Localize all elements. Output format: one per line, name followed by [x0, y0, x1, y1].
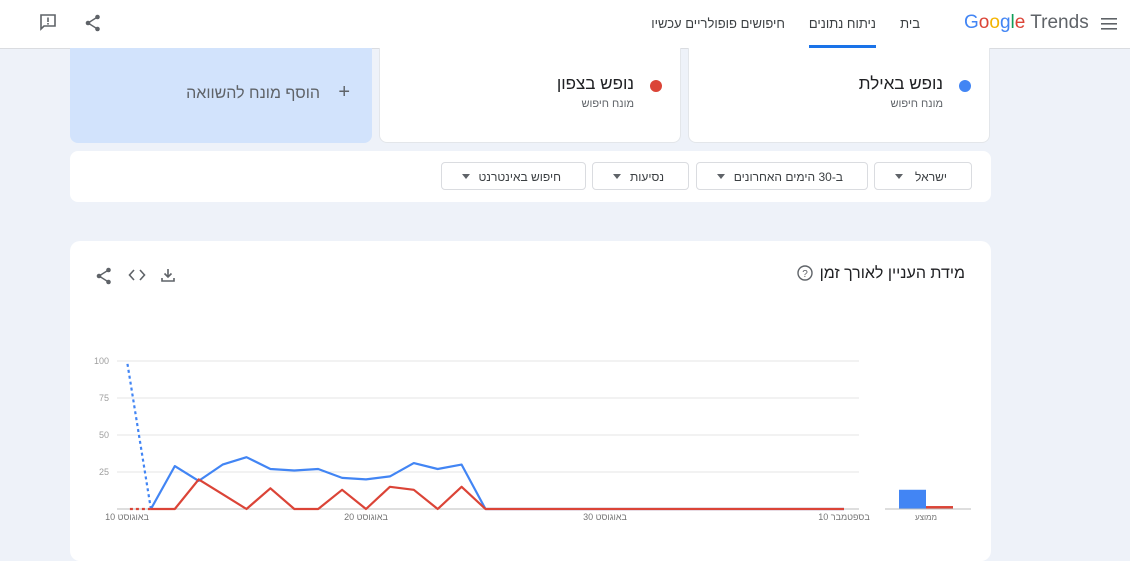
- top-app-bar: Google Trends בית ניתוח נתונים חיפושים פ…: [0, 0, 1130, 49]
- term-type: מונח חיפוש: [890, 98, 943, 110]
- term-color-dot: [959, 80, 971, 92]
- embed-icon[interactable]: [128, 267, 146, 285]
- dropdown-arrow-icon: [717, 174, 725, 179]
- menu-icon[interactable]: [1097, 12, 1121, 36]
- share-icon[interactable]: [81, 11, 105, 35]
- interest-over-time-card: מידת העניין לאורך זמן ? 25 50 75 100 10 באוג…: [70, 241, 991, 561]
- average-bar-1: [899, 489, 926, 509]
- svg-text:?: ?: [802, 269, 808, 280]
- share-icon[interactable]: [96, 267, 114, 285]
- chart-title: מידת העניין לאורך זמן: [819, 265, 965, 282]
- tab-explore-label: ניתוח נתונים: [808, 16, 876, 31]
- tab-explore[interactable]: ניתוח נתונים: [808, 0, 877, 48]
- term-type: מונח חיפוש: [581, 98, 634, 110]
- series-line-2: [150, 478, 844, 511]
- logo-trends: Trends: [1030, 12, 1089, 33]
- filter-bar: ישראל ב-30 הימים האחרונים נסיעות חיפוש ב…: [70, 151, 991, 202]
- add-compare-button[interactable]: + הוסף מונח להשוואה: [70, 48, 372, 143]
- x-tick-label: 10 באוגוסט: [105, 512, 149, 522]
- y-tick-label: 100: [94, 356, 109, 366]
- logo-google: Google: [964, 12, 1026, 33]
- average-bar-2: [926, 506, 953, 509]
- x-tick-label: 10 בספטמבר: [818, 512, 870, 522]
- series-partial-line-1: [125, 360, 152, 510]
- filter-category-label: נסיעות: [629, 170, 664, 184]
- plus-icon: +: [338, 81, 350, 103]
- google-trends-logo[interactable]: Google Trends: [964, 12, 1089, 34]
- y-tick-label: 75: [99, 393, 109, 403]
- y-tick-label: 25: [99, 467, 109, 477]
- tab-trending-label: חיפושים פופולריים עכשיו: [651, 16, 785, 31]
- x-tick-label: 30 באוגוסט: [583, 512, 627, 522]
- download-icon[interactable]: [160, 267, 178, 285]
- x-tick-label: 20 באוגוסט: [344, 512, 388, 522]
- feedback-icon[interactable]: [36, 10, 60, 34]
- line-chart[interactable]: 25 50 75 100 10 באוגוסט 20 באוגוסט 30 באוגוסט 1…: [70, 241, 991, 541]
- dropdown-arrow-icon: [895, 174, 903, 179]
- help-icon[interactable]: ?: [797, 265, 813, 281]
- add-compare-label: הוסף מונח להשוואה: [186, 85, 320, 102]
- filter-region[interactable]: ישראל: [874, 162, 972, 190]
- dropdown-arrow-icon: [462, 174, 470, 179]
- filter-search-type[interactable]: חיפוש באינטרנט: [441, 162, 586, 190]
- dropdown-arrow-icon: [613, 174, 621, 179]
- term-name: נופש בצפון: [556, 74, 634, 93]
- y-tick-label: 50: [99, 430, 109, 440]
- filter-time-label: ב-30 הימים האחרונים: [733, 170, 843, 184]
- tab-home-label: בית: [900, 16, 920, 31]
- filter-time-range[interactable]: ב-30 הימים האחרונים: [696, 162, 868, 190]
- filter-category[interactable]: נסיעות: [592, 162, 689, 190]
- tab-home[interactable]: בית: [900, 0, 920, 48]
- filter-search-type-label: חיפוש באינטרנט: [478, 170, 561, 184]
- term-card-2[interactable]: נופש בצפון מונח חיפוש: [379, 48, 681, 143]
- term-color-dot: [650, 80, 662, 92]
- term-card-1[interactable]: נופש באילת מונח חיפוש: [688, 48, 990, 143]
- tab-trending-now[interactable]: חיפושים פופולריים עכשיו: [651, 0, 785, 48]
- term-name: נופש באילת: [858, 74, 943, 93]
- average-label: ממוצע: [915, 513, 937, 522]
- filter-region-label: ישראל: [915, 170, 947, 184]
